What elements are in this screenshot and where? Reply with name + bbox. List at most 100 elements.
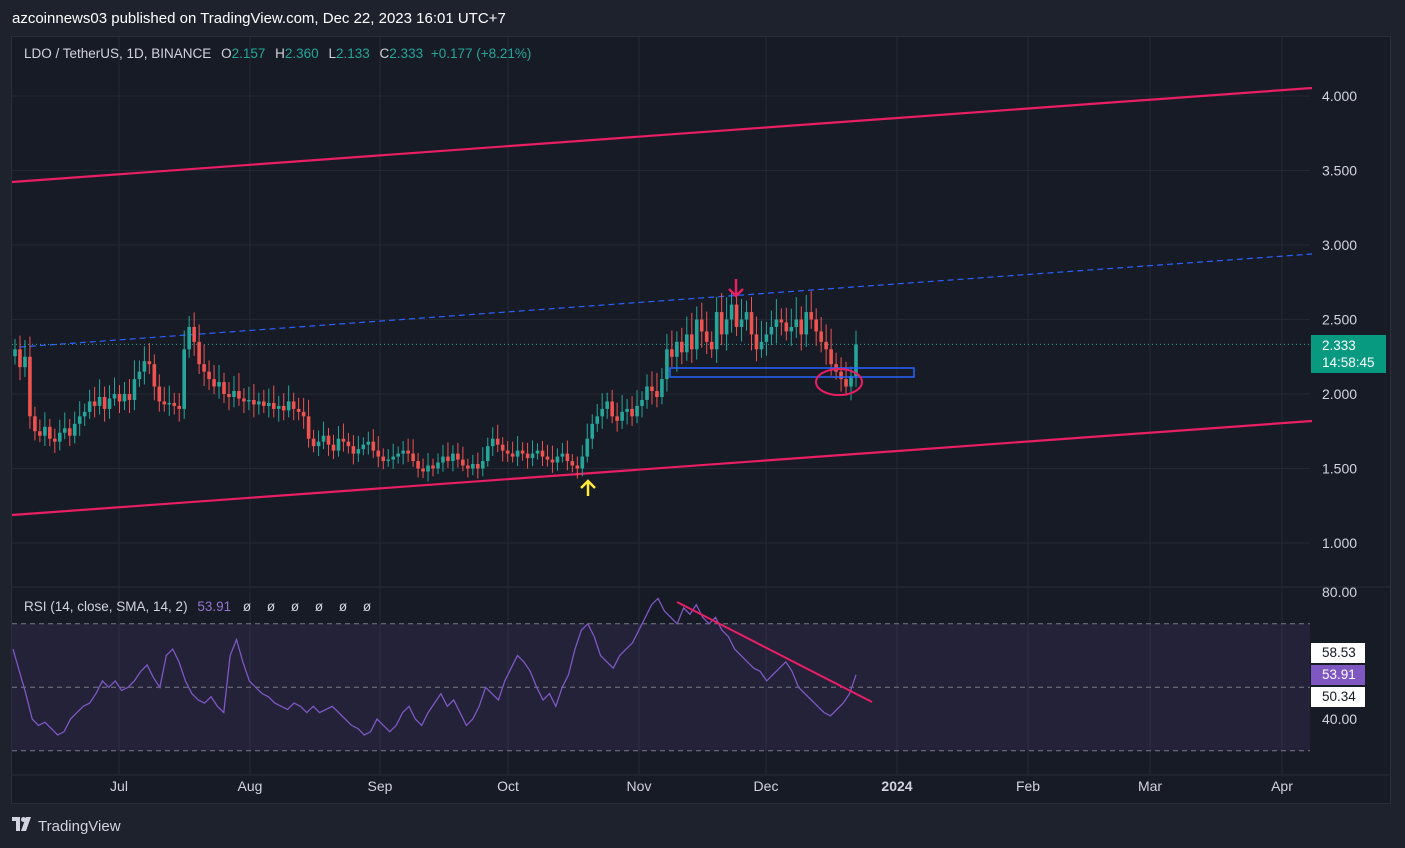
candle-body	[237, 391, 241, 399]
candle-body	[625, 408, 629, 412]
candle-body	[257, 401, 261, 405]
candle-body	[23, 356, 27, 368]
x-tick-label: Feb	[1016, 778, 1040, 794]
x-tick-label: Jul	[110, 778, 128, 794]
candle-body	[789, 326, 794, 332]
candle-body	[82, 411, 87, 417]
rsi-trendline	[676, 601, 873, 703]
candle-body	[510, 453, 515, 457]
candle-body	[28, 356, 32, 417]
candle-body	[401, 450, 405, 454]
candle-body	[296, 408, 301, 412]
candle-body	[276, 405, 281, 409]
candle-body	[421, 468, 425, 472]
candle-body	[471, 464, 475, 469]
last-price-tag: 2.333 14:58:45	[1311, 335, 1386, 373]
tradingview-logo[interactable]: TradingView	[12, 817, 121, 835]
candle-body	[117, 394, 122, 402]
candle-body	[242, 398, 246, 402]
candle-body	[291, 401, 296, 409]
candle-body	[670, 349, 674, 357]
candle-body	[227, 394, 231, 397]
candle-body	[396, 453, 400, 457]
candle-body	[311, 438, 316, 447]
y-tick-label: 1.000	[1322, 535, 1357, 551]
candle-body	[635, 405, 639, 417]
candle-body	[57, 432, 62, 442]
candle-body	[92, 401, 97, 406]
candle-body	[734, 304, 739, 327]
candle-body	[207, 371, 211, 380]
x-tick-label: 2024	[881, 778, 912, 794]
candle-body	[645, 386, 649, 400]
candle-body	[441, 456, 445, 463]
candle-body	[505, 450, 510, 454]
high-label: H	[275, 46, 285, 61]
channel-upper-line	[11, 86, 1313, 184]
candle-body	[689, 334, 694, 350]
candle-body	[854, 344, 858, 377]
candle-body	[515, 450, 520, 457]
candle-body	[336, 438, 341, 451]
candle-body	[595, 416, 600, 424]
candle-body	[286, 401, 291, 411]
candle-body	[431, 465, 435, 469]
x-tick-label: Apr	[1271, 778, 1293, 794]
candle-body	[331, 444, 336, 451]
candle-body	[565, 453, 570, 462]
candle-body	[495, 438, 500, 445]
candle-body	[804, 312, 809, 335]
candle-body	[590, 423, 595, 439]
candle-body	[197, 341, 201, 365]
candle-body	[630, 408, 634, 417]
candle-body	[192, 326, 196, 342]
candle-body	[142, 361, 147, 372]
candle-body	[456, 453, 460, 460]
candle-body	[152, 364, 157, 387]
candle-body	[759, 341, 764, 350]
candle-body	[665, 349, 669, 380]
candle-body	[585, 438, 590, 457]
rsi-label[interactable]: RSI (14, close, SMA, 14, 2)	[24, 599, 188, 614]
rsi-lower-tag: 50.34	[1311, 687, 1365, 707]
candle-body	[461, 459, 465, 466]
candle-body	[480, 461, 485, 469]
close-value: 2.333	[389, 46, 424, 61]
candle-body	[704, 331, 709, 342]
candle-body	[784, 322, 789, 332]
candle-body	[182, 349, 186, 409]
candle-body	[829, 349, 833, 365]
y-tick-label: 3.500	[1322, 163, 1357, 179]
candle-body	[794, 319, 799, 327]
candle-body	[316, 441, 321, 447]
candle-body	[187, 326, 191, 350]
candle-body	[222, 382, 226, 394]
candle-body	[376, 450, 381, 457]
candle-body	[72, 423, 77, 436]
chart-frame[interactable]	[11, 36, 1391, 804]
candle-body	[779, 319, 784, 323]
candle-body	[769, 326, 774, 335]
candle-body	[485, 446, 490, 462]
candle-body	[575, 465, 580, 469]
candle-body	[809, 312, 814, 320]
x-tick-label: Oct	[497, 778, 519, 794]
candle-body	[13, 349, 17, 357]
y-tick-label: 2.500	[1322, 312, 1357, 328]
candle-body	[555, 456, 560, 463]
candle-body	[252, 399, 256, 405]
candle-body	[520, 450, 525, 454]
candle-body	[172, 402, 177, 406]
candle-body	[162, 401, 167, 405]
candle-body	[122, 394, 127, 402]
y-tick-label: 2.000	[1322, 386, 1357, 402]
candle-body	[525, 453, 530, 459]
candle-body	[202, 364, 206, 372]
candle-body	[814, 319, 818, 332]
candle-body	[709, 341, 714, 350]
x-tick-label: Aug	[238, 778, 263, 794]
symbol-label[interactable]: LDO / TetherUS, 1D, BINANCE	[24, 46, 212, 61]
candle-body	[446, 456, 450, 462]
candle-body	[381, 456, 386, 462]
